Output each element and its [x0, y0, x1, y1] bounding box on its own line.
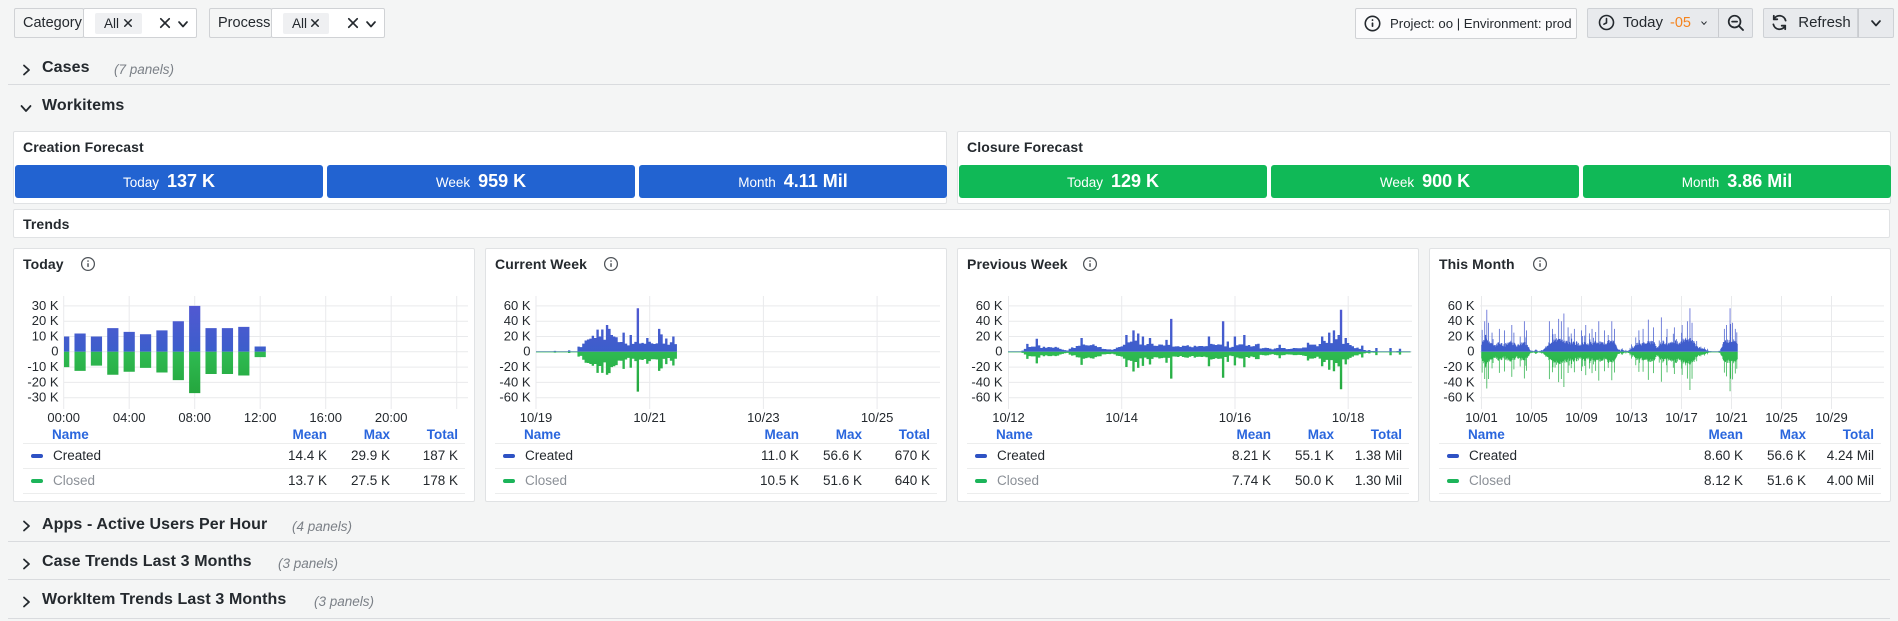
- svg-text:0: 0: [995, 343, 1002, 358]
- svg-text:10/01: 10/01: [1465, 410, 1498, 425]
- svg-text:-60 K: -60 K: [499, 389, 530, 404]
- svg-text:10/21: 10/21: [1715, 410, 1748, 425]
- svg-text:10/13: 10/13: [1615, 410, 1648, 425]
- svg-text:10/18: 10/18: [1332, 410, 1365, 425]
- svg-text:10/29: 10/29: [1815, 410, 1848, 425]
- svg-text:10/09: 10/09: [1565, 410, 1598, 425]
- svg-text:-30 K: -30 K: [27, 389, 58, 404]
- svg-text:30 K: 30 K: [32, 297, 59, 312]
- svg-text:10/12: 10/12: [992, 410, 1025, 425]
- svg-text:12:00: 12:00: [244, 410, 277, 425]
- svg-text:0: 0: [523, 343, 530, 358]
- svg-text:08:00: 08:00: [178, 410, 211, 425]
- svg-text:40 K: 40 K: [504, 313, 531, 328]
- svg-text:-10 K: -10 K: [27, 359, 58, 374]
- svg-text:0: 0: [51, 343, 58, 358]
- svg-text:60 K: 60 K: [1448, 297, 1475, 312]
- svg-text:-40 K: -40 K: [1443, 374, 1474, 389]
- svg-text:10/17: 10/17: [1665, 410, 1698, 425]
- svg-text:00:00: 00:00: [47, 410, 80, 425]
- svg-text:-60 K: -60 K: [971, 389, 1002, 404]
- svg-text:40 K: 40 K: [976, 313, 1003, 328]
- svg-text:60 K: 60 K: [976, 297, 1003, 312]
- svg-text:20 K: 20 K: [1448, 328, 1475, 343]
- svg-text:40 K: 40 K: [1448, 313, 1475, 328]
- svg-text:04:00: 04:00: [113, 410, 146, 425]
- svg-text:10/19: 10/19: [520, 410, 553, 425]
- svg-text:-20 K: -20 K: [499, 359, 530, 374]
- svg-text:20:00: 20:00: [375, 410, 408, 425]
- svg-text:10 K: 10 K: [32, 328, 59, 343]
- svg-text:20 K: 20 K: [32, 313, 59, 328]
- svg-text:10/25: 10/25: [861, 410, 894, 425]
- svg-text:-20 K: -20 K: [1443, 359, 1474, 374]
- svg-text:-20 K: -20 K: [27, 374, 58, 389]
- svg-text:20 K: 20 K: [504, 328, 531, 343]
- svg-text:20 K: 20 K: [976, 328, 1003, 343]
- svg-text:-20 K: -20 K: [971, 359, 1002, 374]
- svg-text:16:00: 16:00: [309, 410, 342, 425]
- svg-text:10/25: 10/25: [1765, 410, 1798, 425]
- svg-text:60 K: 60 K: [504, 297, 531, 312]
- svg-text:-60 K: -60 K: [1443, 389, 1474, 404]
- svg-text:10/05: 10/05: [1515, 410, 1548, 425]
- svg-text:10/23: 10/23: [747, 410, 780, 425]
- svg-text:10/16: 10/16: [1219, 410, 1252, 425]
- svg-text:10/21: 10/21: [633, 410, 666, 425]
- svg-text:-40 K: -40 K: [971, 374, 1002, 389]
- svg-text:0: 0: [1467, 343, 1474, 358]
- svg-text:10/14: 10/14: [1105, 410, 1138, 425]
- svg-text:-40 K: -40 K: [499, 374, 530, 389]
